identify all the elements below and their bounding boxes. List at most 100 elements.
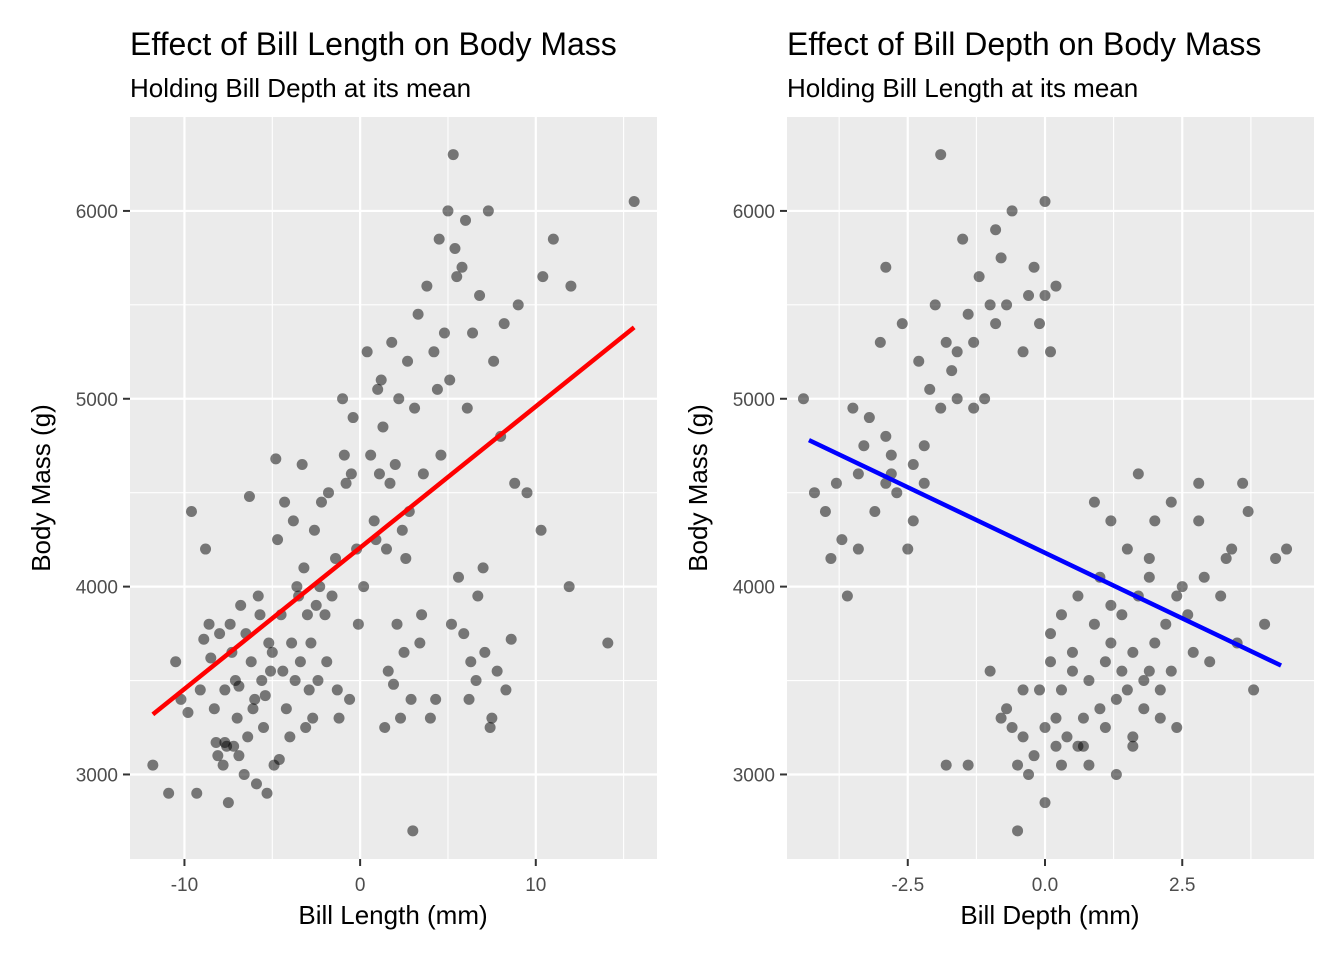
data-point	[1187, 646, 1199, 658]
data-point	[918, 477, 930, 489]
data-point	[249, 693, 261, 705]
data-point	[1083, 675, 1095, 687]
data-point	[830, 477, 842, 489]
data-point	[1171, 590, 1183, 602]
data-point	[1066, 665, 1078, 677]
right-axis-ticks: -2.5 0.0 2.5 3000 4000 5000 6000	[733, 202, 1196, 896]
data-point	[1061, 731, 1073, 743]
data-point	[219, 684, 231, 696]
data-point	[217, 759, 229, 771]
data-point	[1023, 768, 1035, 780]
y-tick-label: 6000	[76, 202, 118, 223]
data-point	[1001, 299, 1013, 311]
data-point	[460, 214, 472, 226]
data-point	[280, 703, 292, 715]
data-point	[396, 524, 408, 536]
left-plot-panel	[130, 117, 657, 859]
data-point	[452, 571, 464, 583]
data-point	[935, 149, 947, 161]
data-point	[990, 224, 1002, 236]
data-point	[858, 440, 870, 452]
data-point	[885, 449, 897, 461]
data-point	[990, 318, 1002, 330]
data-point	[1127, 646, 1139, 658]
data-point	[1149, 515, 1161, 527]
data-point	[498, 318, 510, 330]
data-point	[402, 355, 414, 367]
data-point	[474, 289, 486, 301]
data-point	[284, 731, 296, 743]
data-point	[1045, 656, 1056, 668]
data-point	[1143, 665, 1155, 677]
data-point	[170, 656, 182, 668]
data-point	[242, 731, 254, 743]
data-point	[907, 515, 919, 527]
data-point	[210, 737, 222, 749]
data-point	[266, 646, 278, 658]
data-point	[1055, 684, 1067, 696]
data-point	[361, 346, 373, 358]
data-point	[222, 797, 234, 809]
data-point	[957, 233, 969, 245]
data-point	[308, 524, 320, 536]
data-point	[444, 374, 456, 386]
data-point	[238, 768, 250, 780]
data-point	[458, 628, 470, 640]
data-point	[254, 609, 266, 621]
data-point	[235, 599, 247, 611]
data-point	[321, 656, 333, 668]
data-point	[312, 675, 324, 687]
data-point	[1259, 618, 1271, 630]
data-point	[424, 712, 436, 724]
data-point	[224, 618, 236, 630]
data-point	[1099, 722, 1111, 734]
data-point	[479, 646, 491, 658]
data-point	[968, 336, 980, 348]
data-point	[247, 703, 259, 715]
data-point	[461, 402, 473, 414]
data-point	[384, 477, 396, 489]
data-point	[841, 590, 853, 602]
data-point	[547, 233, 559, 245]
data-point	[388, 678, 399, 690]
data-point	[373, 468, 385, 480]
data-point	[300, 722, 312, 734]
data-point	[272, 534, 284, 546]
data-point	[214, 628, 226, 640]
y-tick-label: 5000	[733, 390, 775, 411]
data-point	[409, 402, 421, 414]
x-tick-label: -2.5	[891, 875, 924, 896]
data-point	[962, 759, 974, 771]
data-point	[435, 449, 447, 461]
data-point	[1138, 703, 1150, 715]
data-point	[482, 205, 494, 217]
left-axis-ticks: -10 0 10 3000 4000 5000 6000	[76, 202, 547, 896]
x-tick-label: 0.0	[1032, 875, 1058, 896]
data-point	[456, 261, 468, 273]
x-tick-label: 0	[355, 875, 366, 896]
data-point	[182, 706, 194, 718]
data-point	[962, 308, 974, 320]
data-point	[347, 412, 359, 424]
data-point	[521, 487, 533, 499]
right-y-axis-title: Body Mass (g)	[683, 404, 713, 572]
data-point	[465, 656, 477, 668]
data-point	[880, 261, 892, 273]
data-point	[198, 633, 210, 645]
data-point	[1165, 496, 1177, 508]
data-point	[467, 327, 479, 339]
data-point	[1012, 825, 1024, 837]
data-point	[1034, 318, 1046, 330]
data-point	[447, 149, 459, 161]
data-point	[852, 468, 864, 480]
left-fit-line-group	[151, 325, 636, 717]
data-point	[1143, 552, 1155, 564]
data-point	[417, 468, 429, 480]
data-point	[924, 383, 936, 395]
data-point	[194, 684, 206, 696]
data-point	[377, 421, 389, 433]
data-point	[380, 543, 392, 555]
data-point	[1039, 289, 1051, 301]
data-point	[946, 365, 958, 377]
data-point	[286, 637, 298, 649]
